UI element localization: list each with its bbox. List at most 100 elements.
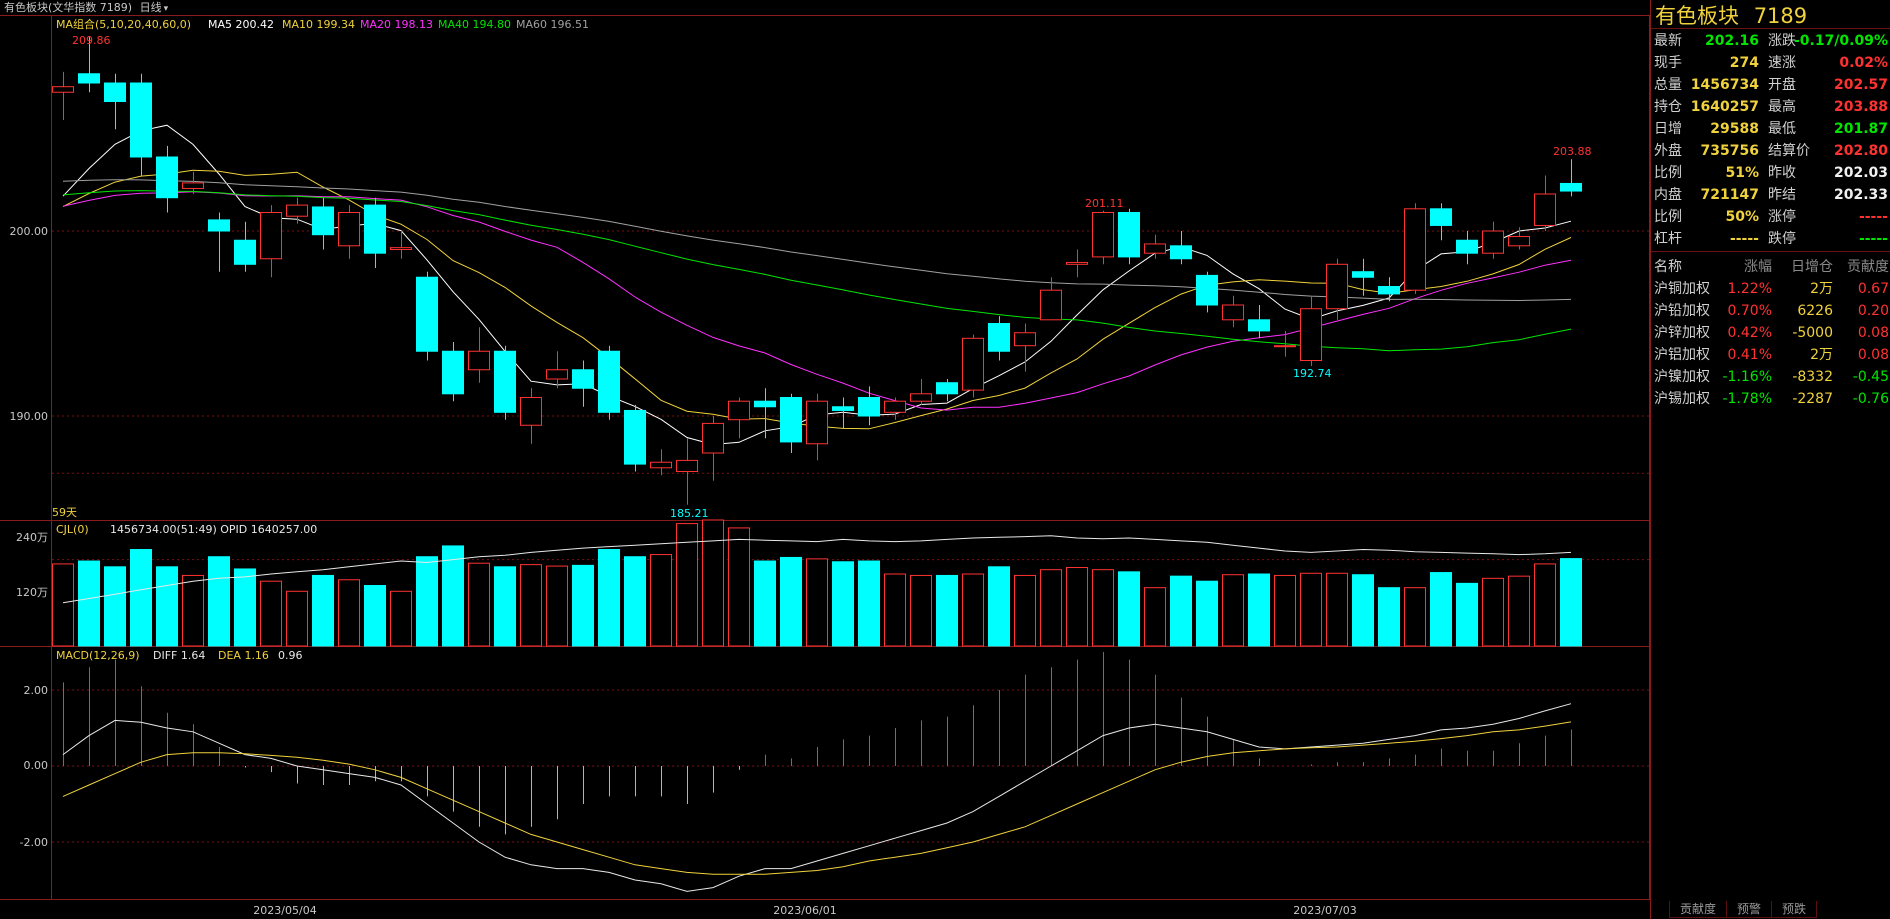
candle <box>234 221 256 272</box>
volume-bar <box>1040 569 1062 647</box>
candle <box>884 397 906 420</box>
chart-title-bar: 有色板块(文华指数 7189) 日线 ▾ <box>0 0 1650 15</box>
volume-bar <box>572 564 594 647</box>
candle-body <box>676 459 698 472</box>
volume-bar <box>936 574 958 647</box>
candle-body <box>910 393 932 402</box>
quote-label: 比例 <box>1654 209 1682 225</box>
candle <box>130 73 152 176</box>
quote-row: 日增 29588 最低 201.87 <box>1651 118 1890 140</box>
candle-body <box>1456 239 1478 254</box>
contrib-row[interactable]: 沪铅加权 0.70% 6226 0.20 <box>1651 300 1890 322</box>
quote-row: 最新 202.16 涨跌 -0.17/0.09% <box>1651 30 1890 52</box>
contrib-row[interactable]: 沪锡加权 -1.78% -2287 -0.76 <box>1651 388 1890 410</box>
candle <box>936 379 958 402</box>
quote-label: 内盘 <box>1654 187 1682 203</box>
candle <box>390 231 412 259</box>
quote-label: 日增 <box>1654 121 1682 137</box>
candle <box>702 416 724 481</box>
contrib-name: 沪铜加权 <box>1654 281 1710 297</box>
contrib-contribution: -0.45 <box>1852 369 1889 385</box>
contrib-row[interactable]: 沪锌加权 0.42% -5000 0.08 <box>1651 322 1890 344</box>
candle-body <box>1352 271 1374 278</box>
volume-bar <box>78 560 100 647</box>
period-selector[interactable]: 日线 <box>139 1 162 14</box>
chevron-down-icon[interactable]: ▾ <box>163 4 169 14</box>
volume-bar <box>832 561 854 647</box>
contrib-row[interactable]: 沪镍加权 -1.16% -8332 -0.45 <box>1651 366 1890 388</box>
candle-body <box>442 350 464 395</box>
vol-tick-120: 120万 <box>16 586 48 599</box>
quote-row: 外盘 735756 结算价 202.80 <box>1651 140 1890 162</box>
contrib-row[interactable]: 沪铝加权 0.41% 2万 0.08 <box>1651 344 1890 366</box>
quote-row: 比例 50% 涨停 ----- <box>1651 206 1890 228</box>
candle-body <box>338 212 360 247</box>
volume-bar <box>650 554 672 647</box>
volume-bar <box>910 574 932 647</box>
candle-body <box>1144 243 1166 254</box>
header-contribution[interactable]: 贡献度 <box>1847 259 1889 275</box>
contrib-row[interactable]: 沪铜加权 1.22% 2万 0.67 <box>1651 278 1890 300</box>
volume-indicator-label[interactable]: CJL(0) <box>56 523 89 536</box>
tab-contribution[interactable]: 贡献度 <box>1669 901 1728 918</box>
volume-bar <box>1118 571 1140 647</box>
candle-body <box>156 156 178 199</box>
volume-bar <box>286 590 308 647</box>
volume-bar <box>1352 574 1374 647</box>
high-mark-right: 203.88 <box>1553 145 1592 158</box>
header-change[interactable]: 涨幅 <box>1744 259 1772 275</box>
candle <box>1508 227 1530 250</box>
ma-group-label[interactable]: MA组合(5,10,20,40,60,0) <box>56 17 191 31</box>
candle-body <box>988 323 1010 352</box>
quote-value: ----- <box>1858 231 1888 247</box>
candle-body <box>1560 182 1582 192</box>
candle <box>416 271 438 361</box>
quote-label: 最高 <box>1768 99 1796 115</box>
macd-indicator-label[interactable]: MACD(12,26,9) <box>56 649 140 662</box>
candle <box>598 345 620 420</box>
contrib-header: 名称 涨幅 日增仓 贡献度 <box>1651 256 1890 278</box>
kline-chart[interactable]: MA组合(5,10,20,40,60,0) MA5 200.42 MA10 19… <box>0 0 1650 919</box>
header-name[interactable]: 名称 <box>1654 259 1682 275</box>
candle <box>754 388 776 439</box>
instrument-name: 有色板块 <box>1655 4 1739 28</box>
header-oi-change[interactable]: 日增仓 <box>1791 259 1833 275</box>
candle-body <box>1378 286 1400 295</box>
candle-body <box>1118 212 1140 258</box>
low-mark: 185.21 <box>670 507 709 520</box>
volume-bar <box>182 574 204 647</box>
contrib-name: 沪铅加权 <box>1654 303 1710 319</box>
ma20-label: MA20 198.13 <box>360 18 433 31</box>
chart-title: 有色板块(文华指数 7189) <box>4 1 133 14</box>
quote-value: 735756 <box>1700 143 1759 159</box>
quote-label: 持仓 <box>1654 99 1682 115</box>
quote-value: 202.80 <box>1833 143 1888 159</box>
contrib-oi-change: 2万 <box>1810 281 1833 297</box>
days-label: 59天 <box>52 506 77 519</box>
candle-body <box>1430 208 1452 226</box>
contrib-name: 沪锡加权 <box>1654 391 1710 407</box>
volume-bar <box>52 563 74 647</box>
tab-fall-warning[interactable]: 预跌 <box>1771 901 1818 918</box>
tab-warning[interactable]: 预警 <box>1726 901 1773 918</box>
candle <box>1482 221 1504 259</box>
contrib-change: -1.16% <box>1722 369 1772 385</box>
quote-label: 涨跌 <box>1768 33 1796 49</box>
candle-body <box>1274 345 1296 348</box>
quote-value: 274 <box>1729 55 1759 71</box>
volume-bar <box>754 560 776 647</box>
volume-bar <box>208 556 230 647</box>
ma60-label: MA60 196.51 <box>516 18 589 31</box>
quote-value: 721147 <box>1700 187 1759 203</box>
volume-bar <box>1326 572 1348 647</box>
volume-bar <box>442 545 464 647</box>
candle <box>1222 295 1244 328</box>
contrib-change: 0.70% <box>1727 303 1772 319</box>
candle-body <box>390 247 412 250</box>
quote-panel: 有色板块 7189 最新 202.16 涨跌 -0.17/0.09% 现手 274 速涨 0.… <box>1650 0 1890 919</box>
volume-bar <box>1430 572 1452 647</box>
candle-body <box>1066 261 1088 265</box>
contrib-contribution: -0.76 <box>1852 391 1889 407</box>
volume-values: 1456734.00(51:49) OPID 1640257.00 <box>110 523 317 536</box>
contrib-contribution: 0.20 <box>1857 303 1889 319</box>
